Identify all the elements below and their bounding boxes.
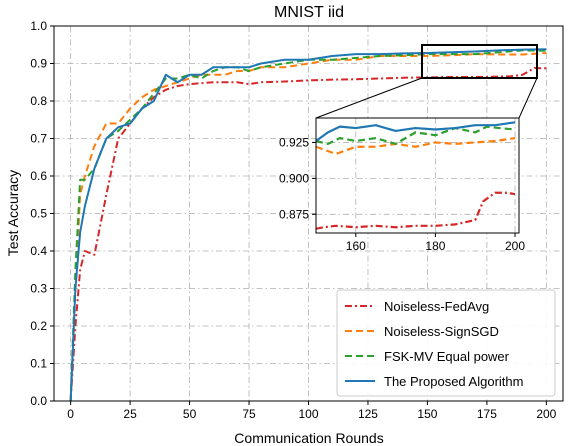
legend-label: FSK-MV Equal power	[384, 349, 510, 364]
chart-title: MNIST iid	[274, 4, 344, 21]
y-tick-label: 0.1	[30, 357, 47, 371]
legend-label: The Proposed Algorithm	[384, 374, 523, 389]
zoom-connector-right	[518, 77, 538, 119]
y-tick-labels: 0.0 0.1 0.2 0.3 0.4 0.5 0.6 0.7 0.8 0.9 1.0	[30, 19, 54, 408]
x-tick-label: 125	[358, 407, 378, 421]
y-tick-label: 0.9	[30, 57, 47, 71]
x-tick-label: 175	[477, 407, 497, 421]
legend-entries: Noiseless-FedAvg Noiseless-SignSGD FSK-MV …	[345, 299, 523, 389]
x-tick-label: 0	[67, 407, 74, 421]
inset-grid-lines	[316, 118, 519, 233]
inset-y-tick-labels: 0.875 0.900 0.925	[279, 135, 316, 221]
series-lines	[69, 48, 547, 402]
inset-series-line-the-proposed-algorithm	[315, 121, 516, 142]
legend-label: Noiseless-FedAvg	[384, 299, 489, 314]
x-tick-labels: 0 25 50 75 100 125 150 175 200	[67, 401, 557, 421]
legend-label: Noiseless-SignSGD	[384, 324, 499, 339]
series-line-the-proposed-algorithm	[69, 48, 547, 402]
zoom-region-box	[421, 44, 538, 79]
inset-series-line-noiseless-signsgd	[315, 137, 516, 156]
inset-series-lines	[315, 121, 516, 230]
x-tick-label: 100	[298, 407, 318, 421]
inset-y-tick-label: 0.900	[279, 171, 309, 185]
legend-box	[336, 289, 556, 397]
inset-series-line-noiseless-fedavg	[315, 191, 516, 230]
x-tick-label: 50	[183, 407, 197, 421]
inset-frame	[315, 117, 520, 234]
y-tick-label: 0.6	[30, 169, 47, 183]
legend: Noiseless-FedAvg Noiseless-SignSGD FSK-MV …	[336, 289, 556, 397]
inset-y-tick-label: 0.875	[279, 207, 309, 221]
series-line-noiseless-signsgd	[69, 52, 547, 402]
y-axis-label: Test Accuracy	[5, 170, 21, 256]
inset-x-tick-label: 200	[505, 239, 525, 253]
y-tick-label: 1.0	[30, 19, 47, 33]
inset-x-tick-label: 160	[346, 239, 366, 253]
y-tick-label: 0.0	[30, 394, 47, 408]
y-tick-label: 0.2	[30, 319, 47, 333]
x-axis-label: Communication Rounds	[234, 430, 383, 446]
inset-series-line-fsk-mv-equal-power	[315, 125, 516, 145]
y-tick-label: 0.3	[30, 282, 47, 296]
y-tick-label: 0.4	[30, 244, 47, 258]
inset-x-tick-labels: 160 180 200	[346, 233, 525, 253]
y-tick-label: 0.8	[30, 94, 47, 108]
y-tick-label: 0.7	[30, 132, 47, 146]
inset-background	[316, 118, 519, 233]
y-tick-label: 0.5	[30, 207, 47, 221]
inset-x-tick-label: 180	[425, 239, 445, 253]
x-tick-label: 200	[536, 407, 556, 421]
x-tick-label: 25	[123, 407, 137, 421]
x-tick-label: 75	[242, 407, 256, 421]
zoom-connector-left	[315, 77, 423, 119]
inset-y-tick-label: 0.925	[279, 135, 309, 149]
x-tick-label: 150	[417, 407, 437, 421]
